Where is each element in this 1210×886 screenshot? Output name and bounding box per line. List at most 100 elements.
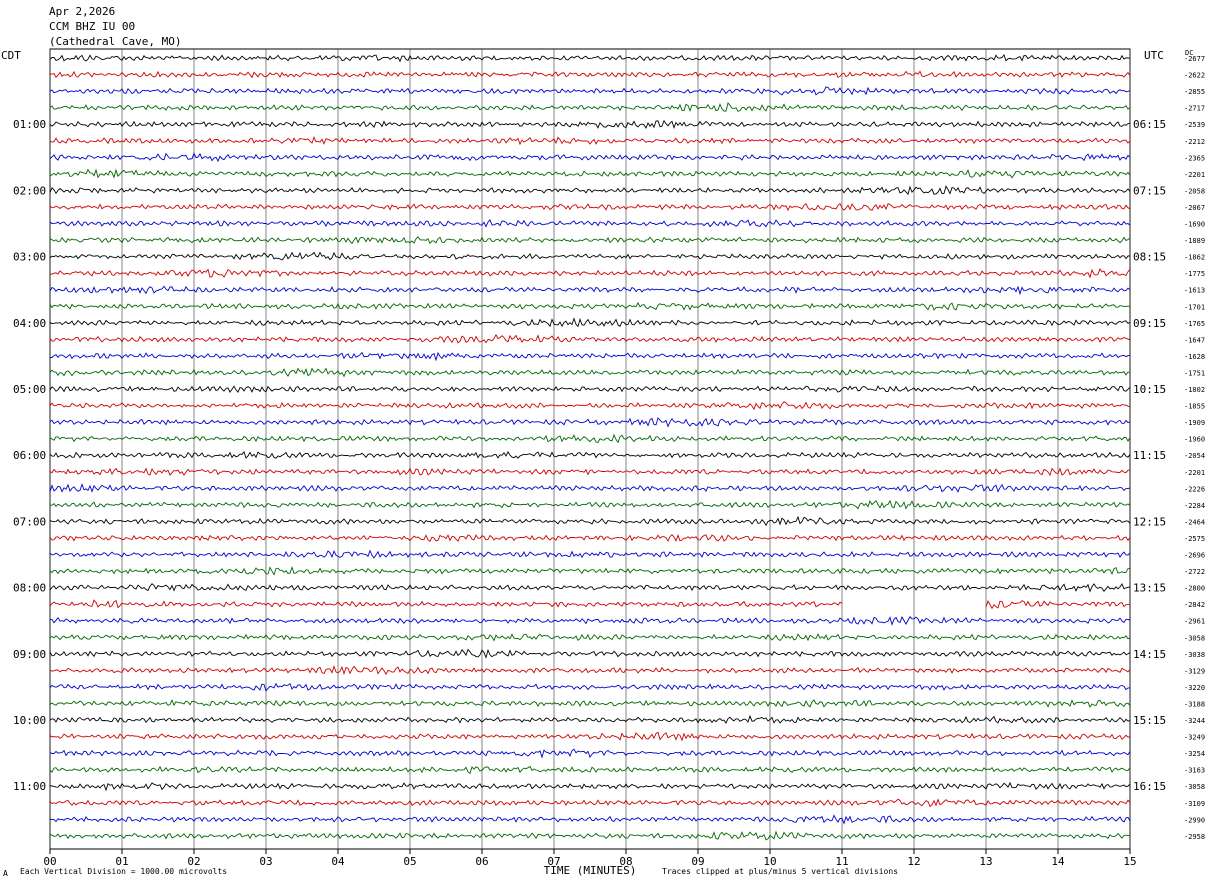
seismic-trace [49, 748, 1131, 759]
dc-offset-label: -2067 [1184, 204, 1205, 212]
plot-frame [49, 48, 1131, 850]
dc-offset-label: -2201 [1184, 171, 1205, 179]
dc-offset-label: -2201 [1184, 469, 1205, 477]
dc-offset-label: -2958 [1184, 833, 1205, 841]
dc-offset-label: -3244 [1184, 717, 1205, 725]
seismic-trace [49, 599, 1131, 610]
dc-offset-label: -1889 [1184, 237, 1205, 245]
seismic-trace [49, 136, 1131, 146]
cdt-hour-label: 06:00 [13, 449, 46, 462]
x-tick-label: 05 [403, 855, 416, 868]
x-tick-label: 13 [979, 855, 992, 868]
seismic-trace [49, 433, 1131, 444]
utc-hour-label: 06:15 [1133, 118, 1166, 131]
dc-offset-label: -3249 [1184, 734, 1205, 742]
seismic-trace [49, 566, 1131, 576]
seismic-trace [49, 70, 1131, 79]
seismic-trace [49, 450, 1131, 459]
seismic-trace [49, 86, 1131, 96]
x-tick-label: 06 [475, 855, 488, 868]
utc-hour-label: 16:15 [1133, 780, 1166, 793]
dc-offset-label: -2226 [1184, 485, 1205, 493]
seismic-trace [49, 202, 1131, 212]
dc-offset-label: -2722 [1184, 568, 1205, 576]
seismic-trace [49, 549, 1131, 559]
dc-offset-label: -2575 [1184, 535, 1205, 543]
dc-offset-label: -2990 [1184, 816, 1205, 824]
seismic-trace [49, 219, 1131, 228]
recording-date: Apr 2,2026 [49, 5, 116, 18]
seismic-trace [49, 102, 1131, 112]
seismic-trace [49, 798, 1131, 808]
seismic-trace [49, 467, 1131, 477]
corner-mark: A [3, 869, 8, 878]
seismic-trace [49, 499, 1131, 510]
seismic-trace [49, 185, 1131, 196]
clip-note: Traces clipped at plus/minus 5 vertical … [662, 867, 899, 876]
utc-hour-label: 08:15 [1133, 251, 1166, 264]
dc-offset-label: -1802 [1184, 386, 1205, 394]
seismic-trace [49, 317, 1131, 328]
dc-offset-label: -1613 [1184, 287, 1205, 295]
dc-offset-label: -3058 [1184, 783, 1205, 791]
dc-offset-label: -1647 [1184, 336, 1205, 344]
dc-offset-label: -3109 [1184, 800, 1205, 808]
seismic-trace [49, 648, 1131, 659]
cdt-hour-label: 09:00 [13, 648, 46, 661]
station-code: CCM BHZ IU 00 [49, 20, 136, 33]
dc-offset-label: -2622 [1184, 72, 1205, 80]
x-tick-label: 08 [619, 855, 632, 868]
x-tick-label: 03 [259, 855, 272, 868]
x-tick-label: 00 [43, 855, 56, 868]
cdt-hour-label: 02:00 [13, 184, 46, 197]
seismic-trace [49, 417, 1131, 428]
x-tick-label: 01 [115, 855, 128, 868]
seismic-trace [49, 583, 1131, 593]
dc-offset-label: -1765 [1184, 320, 1205, 328]
dc-offset-label: -3188 [1184, 700, 1205, 708]
seismic-trace [49, 515, 1131, 527]
seismic-trace [49, 633, 1131, 642]
dc-offset-label: -2365 [1184, 154, 1205, 162]
cdt-hour-label: 03:00 [13, 251, 46, 264]
seismic-trace [49, 781, 1131, 792]
cdt-hour-label: 05:00 [13, 383, 46, 396]
seismic-trace [49, 682, 1130, 692]
dc-offset-label: -3038 [1184, 651, 1205, 659]
seismic-trace [49, 714, 1131, 725]
seismic-trace [49, 152, 1131, 163]
utc-hour-label: 12:15 [1133, 515, 1166, 528]
seismic-trace [49, 401, 1131, 411]
x-tick-label: 10 [763, 855, 776, 868]
seismic-trace [49, 119, 1131, 129]
cdt-hour-label: 11:00 [13, 780, 46, 793]
dc-offset-label: -1751 [1184, 369, 1205, 377]
dc-offset-label: -2696 [1184, 552, 1205, 560]
dc-offset-label: -1960 [1184, 436, 1205, 444]
cdt-hour-label: 10:00 [13, 714, 46, 727]
dc-offset-label: -3254 [1184, 750, 1205, 758]
seismic-trace [49, 367, 1131, 378]
x-tick-label: 09 [691, 855, 704, 868]
dc-offset-label: -1628 [1184, 353, 1205, 361]
dc-offset-label: -2054 [1184, 452, 1205, 460]
dc-offset-label: -1855 [1184, 403, 1205, 411]
seismic-trace [49, 268, 1131, 279]
seismic-trace [50, 351, 1130, 362]
dc-offset-label: -1909 [1184, 419, 1205, 427]
x-tick-label: 12 [907, 855, 920, 868]
scale-note: Each Vertical Division = 1000.00 microvo… [20, 867, 228, 876]
dc-offset-label: -2855 [1184, 88, 1205, 96]
seismic-trace [49, 814, 1131, 825]
cdt-hour-label: 08:00 [13, 582, 46, 595]
x-tick-label: 02 [187, 855, 200, 868]
dc-offset-label: -2800 [1184, 585, 1205, 593]
seismic-trace [49, 301, 1131, 311]
dc-offset-label: -1775 [1184, 270, 1205, 278]
seismic-trace [49, 765, 1131, 774]
dc-offset-label: -2717 [1184, 105, 1205, 113]
utc-hour-label: 09:15 [1133, 317, 1166, 330]
seismic-trace [49, 236, 1131, 245]
seismic-trace [49, 533, 1131, 542]
dc-offset-label: -1701 [1184, 303, 1205, 311]
